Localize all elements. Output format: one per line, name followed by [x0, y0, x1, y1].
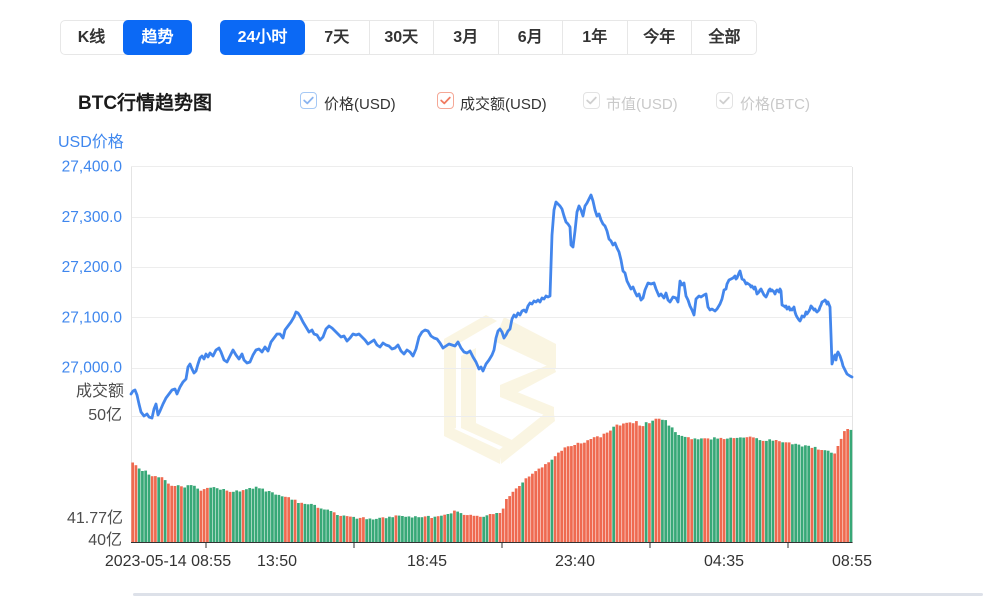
svg-text:41.77亿: 41.77亿 — [67, 509, 123, 527]
svg-text:27,100.0: 27,100.0 — [62, 309, 123, 326]
svg-text:04:35: 04:35 — [704, 553, 744, 570]
svg-text:27,000.0: 27,000.0 — [62, 360, 123, 377]
svg-text:18:45: 18:45 — [407, 553, 447, 570]
svg-text:27,400.0: 27,400.0 — [62, 159, 123, 176]
svg-text:27,300.0: 27,300.0 — [62, 209, 123, 226]
svg-text:40亿: 40亿 — [88, 531, 122, 549]
svg-text:成交额: 成交额 — [76, 382, 124, 400]
svg-text:2023-05-14 08:55: 2023-05-14 08:55 — [105, 553, 231, 570]
svg-text:23:40: 23:40 — [555, 553, 595, 570]
svg-text:13:50: 13:50 — [257, 553, 297, 570]
svg-text:50亿: 50亿 — [88, 406, 122, 424]
svg-text:27,200.0: 27,200.0 — [62, 259, 123, 276]
svg-text:USD价格: USD价格 — [58, 133, 124, 151]
svg-text:08:55: 08:55 — [832, 553, 872, 570]
